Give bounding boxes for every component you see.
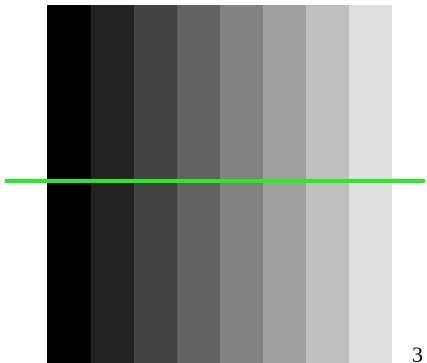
figure: 3 [0, 0, 427, 363]
step-bar [306, 5, 349, 363]
step-bar [349, 5, 392, 363]
panel-label: 3 [412, 342, 423, 363]
step-bar [220, 5, 263, 363]
step-bar [134, 5, 177, 363]
step-bar [91, 5, 134, 363]
step-bar [47, 5, 91, 363]
step-bar [177, 5, 220, 363]
gray-steps [47, 5, 392, 363]
step-bar [263, 5, 306, 363]
page: 3 (() => { const data = JSON.parse(docum… [0, 0, 427, 363]
